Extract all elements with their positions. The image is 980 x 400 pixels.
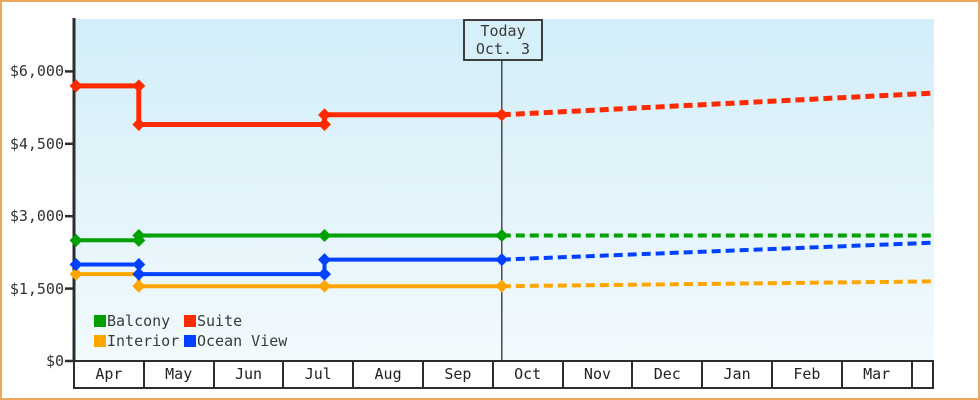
data-point-diamond xyxy=(132,257,146,271)
series-forecast-ocean-view xyxy=(501,240,934,262)
x-axis-month-nov: Nov xyxy=(564,362,634,387)
data-point-diamond xyxy=(317,253,331,267)
legend-item-suite: Suite xyxy=(184,311,287,330)
data-point-diamond xyxy=(132,117,146,131)
legend-label: Ocean View xyxy=(197,331,288,350)
data-point-diamond xyxy=(132,79,146,93)
x-axis-month-dec: Dec xyxy=(633,362,704,387)
legend-label: Balcony xyxy=(107,311,171,330)
data-point-diamond xyxy=(317,267,331,281)
y-axis-label: $3,000 xyxy=(9,207,64,226)
suite-swatch-icon xyxy=(184,314,196,327)
x-axis-month-may: May xyxy=(145,362,215,387)
data-point-diamond xyxy=(69,267,83,281)
plot-area-background xyxy=(75,19,934,361)
x-axis-month-jan: Jan xyxy=(703,362,773,387)
data-point-diamond xyxy=(495,108,509,122)
today-date: Oct. 3 xyxy=(475,40,531,58)
balcony-swatch-icon xyxy=(94,314,106,327)
legend-item-balcony: Balcony xyxy=(94,311,184,330)
today-label: Today xyxy=(480,22,526,40)
data-point-diamond xyxy=(495,229,509,243)
legend-label: Suite xyxy=(197,311,243,330)
legend: Balcony Suite Interior Ocean View xyxy=(94,311,288,350)
series-forecast-interior xyxy=(501,279,934,289)
ocean-view-swatch-icon xyxy=(184,334,196,347)
data-point-diamond xyxy=(132,279,146,293)
x-axis-month-oct: Oct xyxy=(494,362,564,387)
x-axis-month-sep: Sep xyxy=(424,362,494,387)
y-axis-label: $1,500 xyxy=(9,279,64,298)
data-point-diamond xyxy=(495,279,509,293)
x-axis-month-partial xyxy=(913,362,932,387)
data-point-diamond xyxy=(69,79,83,93)
series-line-ocean-view xyxy=(76,257,502,277)
x-axis-month-aug: Aug xyxy=(354,362,424,387)
data-point-diamond xyxy=(495,253,509,267)
legend-label: Interior xyxy=(107,331,180,350)
data-point-diamond xyxy=(132,229,146,243)
y-axis-label: $4,500 xyxy=(9,134,64,153)
y-axis-label: $6,000 xyxy=(9,62,64,81)
data-point-diamond xyxy=(317,108,331,122)
series-forecast-suite xyxy=(501,90,934,118)
today-callout: Today Oct. 3 xyxy=(463,19,543,61)
x-axis-month-feb: Feb xyxy=(773,362,843,387)
x-axis-month-row: Apr May Jun Jul Aug Sep Oct Nov Dec Jan … xyxy=(73,360,934,389)
x-axis-month-jul: Jul xyxy=(284,362,355,387)
data-point-diamond xyxy=(69,257,83,271)
data-point-diamond xyxy=(317,229,331,243)
data-point-diamond xyxy=(69,233,83,247)
x-axis-month-jun: Jun xyxy=(215,362,285,387)
data-point-diamond xyxy=(132,267,146,281)
legend-item-interior: Interior xyxy=(94,331,184,350)
x-axis-month-mar: Mar xyxy=(843,362,913,387)
legend-item-ocean-view: Ocean View xyxy=(184,331,288,350)
x-axis-month-apr: Apr xyxy=(75,362,145,387)
data-point-diamond xyxy=(317,279,331,293)
interior-swatch-icon xyxy=(94,334,106,347)
y-axis-label: $0 xyxy=(45,352,64,370)
data-point-diamond xyxy=(317,117,331,131)
series-line-suite xyxy=(76,83,502,127)
